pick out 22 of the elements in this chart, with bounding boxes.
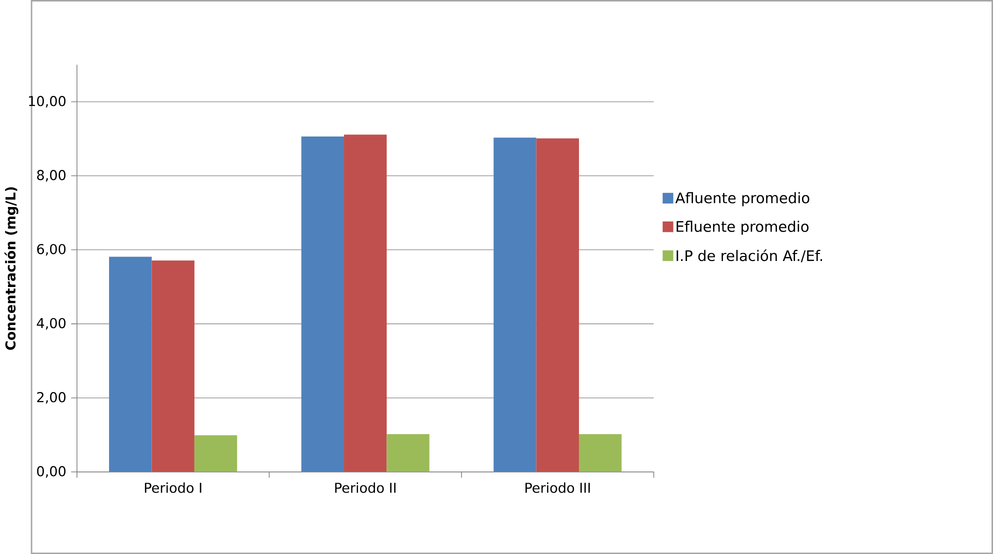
y-tick-label: 8,00 — [37, 170, 66, 182]
bar — [536, 138, 579, 472]
y-tick-label: 6,00 — [37, 244, 66, 256]
bar — [152, 260, 194, 472]
bar — [386, 434, 430, 472]
x-tick-label: Periodo III — [526, 482, 590, 493]
legend-label: Afluente promedio — [675, 192, 810, 206]
bar — [344, 134, 387, 472]
bar — [578, 434, 622, 472]
x-tick-label: Periodo I — [144, 482, 202, 493]
bar — [494, 138, 536, 472]
y-tick-label: 0,00 — [37, 466, 66, 478]
bar — [194, 435, 238, 472]
bar — [301, 136, 344, 472]
bar — [109, 256, 152, 472]
legend-label: I.P de relación Af./Ef. — [676, 249, 822, 262]
legend-label: Efluente promedio — [676, 220, 809, 235]
y-tick-label: 10,00 — [29, 96, 66, 108]
y-tick-label: 4,00 — [36, 318, 66, 330]
y-tick-label: 2,00 — [37, 392, 66, 404]
y-axis-title: Concentración (mg/L) — [4, 187, 18, 350]
x-tick-label: Periodo II — [335, 482, 396, 493]
